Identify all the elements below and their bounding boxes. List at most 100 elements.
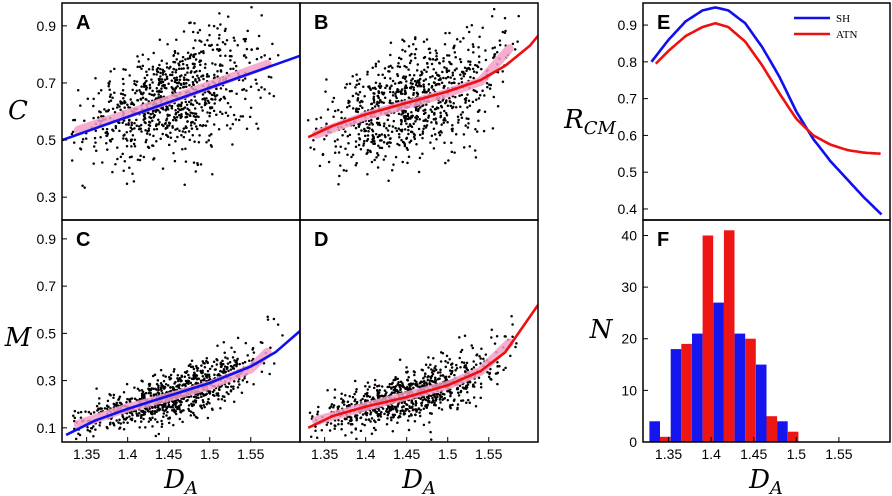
- scatter-point: [403, 412, 407, 416]
- scatter-point: [124, 68, 127, 71]
- scatter-point: [201, 374, 205, 378]
- scatter-point: [387, 114, 390, 117]
- scatter-point: [333, 109, 337, 113]
- scatter-point: [216, 70, 219, 73]
- scatter-point: [338, 174, 341, 178]
- scatter-point: [414, 399, 418, 403]
- scatter-point: [184, 131, 187, 134]
- scatter-point: [439, 374, 442, 377]
- scatter-point: [449, 390, 452, 394]
- scatter-point: [224, 385, 228, 388]
- scatter-point: [448, 31, 451, 35]
- scatter-point: [191, 83, 195, 86]
- scatter-point: [437, 101, 440, 105]
- scatter-point: [373, 383, 377, 386]
- scatter-point: [142, 91, 145, 95]
- scatter-point: [340, 427, 343, 431]
- scatter-point: [340, 392, 343, 395]
- scatter-point: [425, 103, 428, 106]
- scatter-point: [421, 399, 425, 402]
- scatter-point: [368, 385, 371, 388]
- scatter-point: [419, 408, 422, 412]
- scatter-point: [210, 145, 213, 148]
- scatter-point: [142, 410, 145, 413]
- scatter-point: [384, 86, 387, 90]
- scatter-point: [427, 114, 431, 117]
- scatter-point: [337, 151, 341, 154]
- scatter-point: [332, 96, 336, 100]
- scatter-point: [353, 392, 356, 396]
- scatter-point: [194, 125, 198, 128]
- scatter-point: [172, 370, 176, 373]
- scatter-point: [432, 88, 435, 92]
- scatter-point: [186, 51, 190, 54]
- scatter-point: [154, 97, 158, 100]
- scatter-point: [465, 361, 469, 365]
- scatter-point: [466, 93, 469, 96]
- scatter-point: [495, 334, 499, 338]
- scatter-point: [159, 75, 162, 78]
- scatter-point: [498, 43, 502, 47]
- scatter-point: [154, 418, 157, 421]
- scatter-point: [165, 66, 169, 69]
- scatter-point: [458, 94, 461, 97]
- scatter-point: [111, 137, 114, 141]
- scatter-point: [445, 70, 449, 74]
- scatter-point: [391, 79, 395, 83]
- scatter-point: [372, 91, 375, 95]
- scatter-point: [432, 147, 436, 150]
- scatter-point: [221, 112, 224, 116]
- scatter-point: [471, 43, 475, 46]
- scatter-point: [345, 404, 349, 408]
- scatter-point: [144, 121, 147, 125]
- scatter-point: [410, 110, 413, 114]
- scatter-point: [359, 104, 362, 108]
- scatter-point: [407, 376, 410, 379]
- scatter-point: [136, 387, 140, 391]
- scatter-point: [421, 104, 424, 108]
- bar-sh: [649, 421, 660, 442]
- scatter-point: [429, 108, 432, 111]
- scatter-point: [413, 53, 417, 56]
- scatter-point: [208, 375, 211, 379]
- scatter-point: [76, 89, 80, 92]
- scatter-point: [363, 134, 367, 138]
- scatter-point: [399, 90, 403, 93]
- scatter-point: [133, 138, 137, 142]
- scatter-point: [401, 160, 404, 164]
- scatter-point: [451, 71, 455, 75]
- scatter-point: [378, 123, 382, 127]
- scatter-point: [166, 107, 169, 110]
- scatter-point: [245, 380, 249, 384]
- scatter-point: [401, 409, 405, 413]
- scatter-point: [432, 127, 436, 130]
- scatter-point: [200, 395, 203, 399]
- scatter-point: [510, 314, 513, 318]
- scatter-point: [93, 136, 97, 140]
- scatter-point: [517, 14, 520, 18]
- scatter-point: [171, 91, 174, 94]
- scatter-point: [439, 104, 443, 108]
- scatter-point: [378, 413, 381, 417]
- scatter-point: [405, 146, 409, 150]
- scatter-point: [496, 105, 500, 108]
- scatter-point: [215, 363, 219, 366]
- scatter-point: [370, 432, 374, 435]
- scatter-point: [434, 83, 438, 87]
- scatter-point: [380, 146, 384, 150]
- scatter-point: [429, 394, 433, 398]
- scatter-point: [373, 142, 376, 145]
- scatter-point: [446, 54, 449, 57]
- scatter-point: [173, 367, 176, 371]
- scatter-point: [403, 92, 407, 96]
- scatter-point: [147, 146, 151, 149]
- scatter-point: [201, 369, 204, 372]
- scatter-point: [174, 128, 177, 131]
- x-tick-label: 1.35: [73, 446, 100, 462]
- scatter-point: [218, 98, 222, 102]
- scatter-point: [376, 166, 380, 169]
- scatter-points: [72, 315, 284, 441]
- scatter-point: [194, 112, 198, 116]
- scatter-point: [158, 120, 161, 124]
